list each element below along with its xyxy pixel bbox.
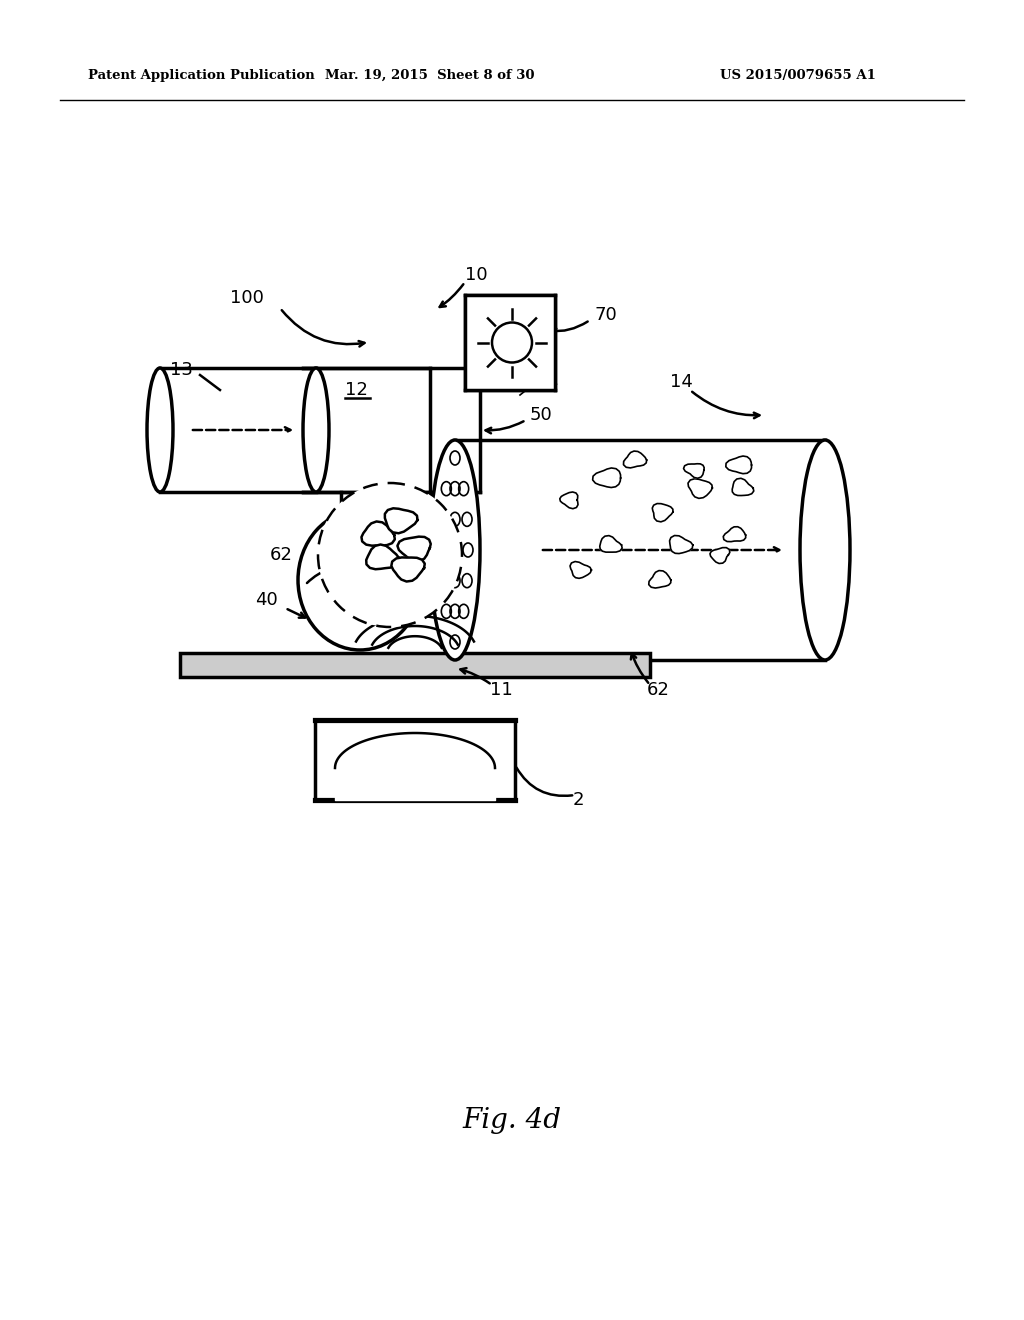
Ellipse shape — [147, 368, 173, 492]
Polygon shape — [391, 557, 425, 582]
Polygon shape — [385, 508, 418, 533]
Polygon shape — [726, 455, 752, 474]
Text: 62: 62 — [270, 546, 293, 564]
Text: 70: 70 — [595, 306, 617, 323]
Text: Fig. 4d: Fig. 4d — [463, 1106, 561, 1134]
Polygon shape — [652, 503, 673, 521]
Circle shape — [318, 483, 462, 627]
Ellipse shape — [303, 368, 329, 492]
Text: 62: 62 — [647, 681, 670, 700]
Text: US 2015/0079655 A1: US 2015/0079655 A1 — [720, 69, 876, 82]
Polygon shape — [367, 544, 399, 569]
Polygon shape — [649, 570, 671, 587]
Text: Patent Application Publication: Patent Application Publication — [88, 69, 314, 82]
Polygon shape — [684, 463, 705, 478]
Polygon shape — [465, 294, 555, 389]
Polygon shape — [361, 521, 395, 545]
Text: 12: 12 — [345, 381, 368, 399]
Polygon shape — [600, 536, 623, 552]
Polygon shape — [710, 548, 730, 564]
Text: 11: 11 — [490, 681, 513, 700]
Text: 71: 71 — [537, 371, 560, 389]
Text: 14: 14 — [670, 374, 693, 391]
Ellipse shape — [430, 440, 480, 660]
Text: 40: 40 — [255, 591, 278, 609]
Ellipse shape — [800, 440, 850, 660]
Text: 100: 100 — [230, 289, 264, 308]
Text: 13: 13 — [170, 360, 193, 379]
Polygon shape — [180, 653, 650, 677]
Text: 50: 50 — [530, 407, 553, 424]
Text: 2: 2 — [573, 791, 585, 809]
Polygon shape — [593, 469, 621, 487]
Text: Mar. 19, 2015  Sheet 8 of 30: Mar. 19, 2015 Sheet 8 of 30 — [326, 69, 535, 82]
Polygon shape — [624, 451, 646, 467]
Polygon shape — [688, 479, 713, 499]
Text: 10: 10 — [465, 267, 487, 284]
Polygon shape — [570, 561, 592, 578]
Polygon shape — [560, 492, 578, 508]
Polygon shape — [732, 478, 754, 495]
Polygon shape — [723, 527, 745, 541]
Polygon shape — [670, 536, 693, 553]
Ellipse shape — [298, 510, 422, 649]
Polygon shape — [397, 537, 431, 561]
